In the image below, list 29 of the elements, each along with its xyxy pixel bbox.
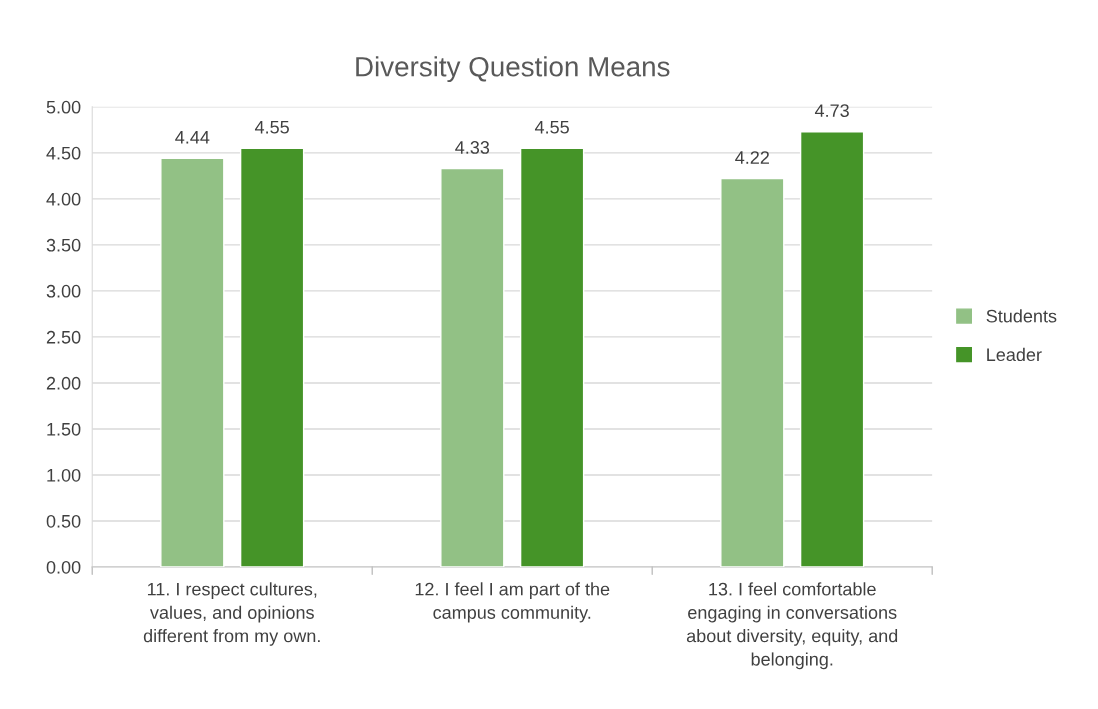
bar: [160, 157, 225, 567]
legend-label: Students: [986, 309, 1057, 323]
data-label: 4.55: [534, 120, 569, 134]
y-tick-label: 5.00: [46, 100, 81, 114]
bar: [519, 147, 585, 567]
y-tick-label: 2.00: [46, 376, 81, 390]
y-tick-label: 0.00: [46, 560, 81, 574]
y-tick-label: 4.50: [46, 146, 81, 160]
chart-title: Diversity Question Means: [356, 56, 670, 83]
data-label: 4.44: [175, 131, 210, 144]
y-tick-label: 1.50: [47, 422, 81, 436]
bar: [799, 130, 865, 567]
x-tick-label: 13. I feel comfortable engaging in conversations about diversity, equity, and belonging.: [686, 582, 898, 670]
y-tick-label: 3.50: [46, 238, 81, 252]
y-tick-label: 4.00: [46, 192, 81, 206]
bar: [720, 177, 785, 567]
y-tick-label: 1.00: [47, 468, 81, 482]
x-tick-label: 11. I respect cultures, values, and opinions different from my own.: [143, 582, 320, 646]
x-tick-label: 12. I feel I am part of the campus community.: [415, 582, 610, 623]
y-tick-label: 2.50: [46, 330, 81, 344]
bar: [239, 147, 305, 567]
y-tick-label: 0.50: [46, 514, 81, 528]
y-tick-label: 3.00: [46, 284, 81, 298]
bar: [440, 167, 505, 567]
data-label: 4.73: [814, 104, 849, 118]
legend-label: Leader: [987, 347, 1042, 362]
data-label: 4.55: [254, 120, 289, 134]
data-label: 4.33: [455, 141, 490, 154]
data-label: 4.22: [735, 151, 769, 164]
